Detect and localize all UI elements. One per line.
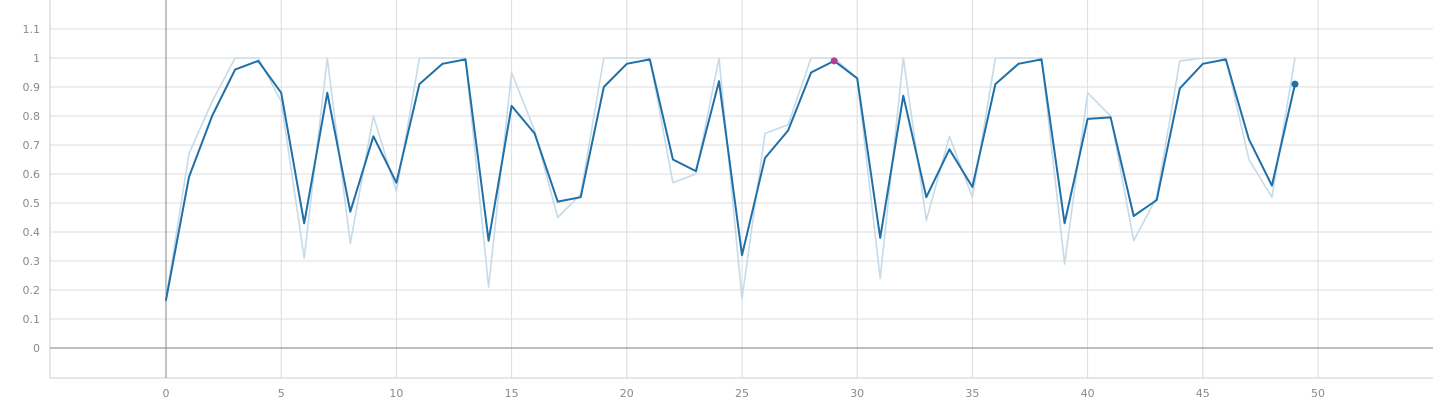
x-tick-label: 5 <box>278 387 285 400</box>
x-tick-label: 35 <box>965 387 979 400</box>
y-tick-label: 0.2 <box>23 284 41 297</box>
y-tick-label: 0 <box>33 342 40 355</box>
highlight-point <box>1291 80 1299 88</box>
y-tick-label: 0.5 <box>23 197 41 210</box>
y-tick-label: 0.6 <box>23 168 41 181</box>
y-tick-label: 0.1 <box>23 313 41 326</box>
y-tick-label: 0.3 <box>23 255 41 268</box>
x-tick-label: 10 <box>389 387 403 400</box>
y-tick-label: 1.1 <box>23 23 41 36</box>
y-tick-label: 0.8 <box>23 110 41 123</box>
series-line-smoothed <box>165 58 1296 302</box>
highlight-point <box>830 57 838 65</box>
y-tick-label: 1 <box>33 52 40 65</box>
x-tick-label: 25 <box>735 387 749 400</box>
x-tick-label: 45 <box>1196 387 1210 400</box>
x-tick-label: 40 <box>1081 387 1095 400</box>
series-line-raw <box>165 57 1296 300</box>
y-tick-label: 0.7 <box>23 139 41 152</box>
x-tick-label: 50 <box>1311 387 1325 400</box>
y-tick-label: 0.9 <box>23 81 41 94</box>
x-tick-label: 20 <box>620 387 634 400</box>
y-tick-label: 0.4 <box>23 226 41 239</box>
x-tick-label: 0 <box>163 387 170 400</box>
x-tick-label: 15 <box>505 387 519 400</box>
x-tick-label: 30 <box>850 387 864 400</box>
